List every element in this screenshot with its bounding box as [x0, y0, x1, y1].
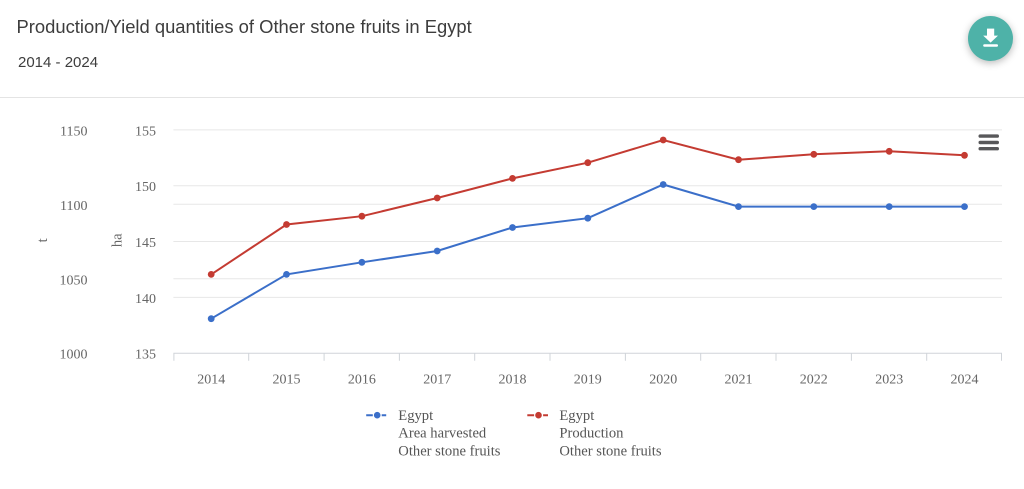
svg-text:2017: 2017 — [423, 373, 451, 388]
svg-text:2015: 2015 — [273, 373, 301, 388]
svg-text:2014: 2014 — [197, 373, 225, 388]
svg-text:Other stone fruits: Other stone fruits — [559, 444, 661, 460]
svg-text:Egypt: Egypt — [398, 408, 433, 424]
svg-text:1050: 1050 — [60, 273, 88, 288]
svg-text:2023: 2023 — [875, 373, 903, 388]
svg-text:145: 145 — [135, 236, 156, 251]
svg-text:135: 135 — [135, 348, 156, 363]
svg-text:2016: 2016 — [348, 373, 376, 388]
svg-text:Egypt: Egypt — [559, 408, 594, 424]
svg-text:155: 155 — [135, 124, 156, 139]
svg-text:Other stone fruits: Other stone fruits — [398, 444, 500, 460]
svg-text:2018: 2018 — [499, 373, 527, 388]
svg-text:2020: 2020 — [649, 373, 677, 388]
svg-text:2021: 2021 — [725, 373, 753, 388]
svg-text:t: t — [35, 238, 51, 242]
svg-text:2019: 2019 — [574, 373, 602, 388]
svg-text:1150: 1150 — [60, 124, 87, 139]
svg-text:Area harvested: Area harvested — [398, 425, 487, 441]
svg-text:1000: 1000 — [60, 348, 88, 363]
svg-text:150: 150 — [135, 180, 156, 195]
svg-text:140: 140 — [135, 292, 156, 307]
svg-text:ha: ha — [109, 233, 125, 247]
svg-text:2024: 2024 — [951, 373, 979, 388]
svg-text:Production: Production — [559, 425, 624, 441]
svg-text:1100: 1100 — [60, 199, 87, 214]
svg-text:2022: 2022 — [800, 373, 828, 388]
